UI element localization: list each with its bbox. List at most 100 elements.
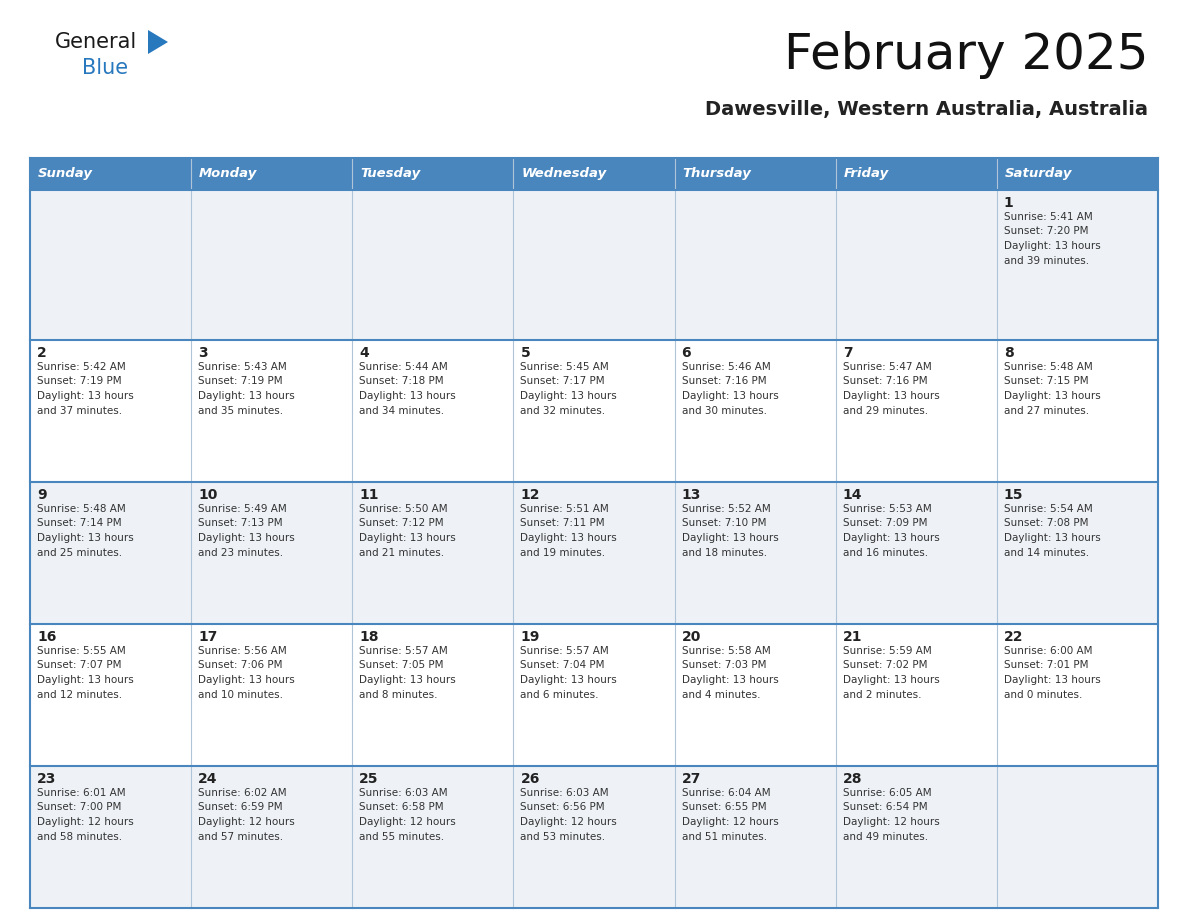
Text: 24: 24	[198, 772, 217, 786]
Text: Dawesville, Western Australia, Australia: Dawesville, Western Australia, Australia	[704, 100, 1148, 119]
Text: Saturday: Saturday	[1005, 167, 1073, 181]
Bar	[30, 190, 191, 340]
Text: Sunrise: 5:41 AM: Sunrise: 5:41 AM	[1004, 212, 1093, 222]
Text: and 58 minutes.: and 58 minutes.	[37, 832, 122, 842]
Text: 1: 1	[1004, 196, 1013, 210]
Bar	[675, 766, 835, 908]
Bar	[353, 766, 513, 908]
Bar	[675, 190, 835, 340]
Bar	[191, 158, 353, 190]
Text: and 4 minutes.: and 4 minutes.	[682, 689, 760, 700]
Bar	[191, 340, 353, 482]
Polygon shape	[148, 30, 168, 54]
Bar	[997, 766, 1158, 908]
Text: Daylight: 12 hours: Daylight: 12 hours	[37, 817, 134, 827]
Text: Daylight: 13 hours: Daylight: 13 hours	[1004, 391, 1100, 401]
Bar	[513, 482, 675, 624]
Text: and 14 minutes.: and 14 minutes.	[1004, 547, 1089, 557]
Text: 11: 11	[359, 488, 379, 502]
Text: Sunrise: 6:02 AM: Sunrise: 6:02 AM	[198, 788, 286, 798]
Text: and 57 minutes.: and 57 minutes.	[198, 832, 283, 842]
Text: Daylight: 13 hours: Daylight: 13 hours	[842, 675, 940, 685]
Text: and 35 minutes.: and 35 minutes.	[198, 406, 283, 416]
Text: Sunset: 7:12 PM: Sunset: 7:12 PM	[359, 519, 444, 529]
Bar	[675, 482, 835, 624]
Text: Sunrise: 5:50 AM: Sunrise: 5:50 AM	[359, 504, 448, 514]
Text: 25: 25	[359, 772, 379, 786]
Bar	[835, 158, 997, 190]
Bar	[675, 158, 835, 190]
Text: Sunset: 7:01 PM: Sunset: 7:01 PM	[1004, 660, 1088, 670]
Text: Sunrise: 5:47 AM: Sunrise: 5:47 AM	[842, 362, 931, 372]
Text: Sunset: 6:54 PM: Sunset: 6:54 PM	[842, 802, 928, 812]
Text: and 21 minutes.: and 21 minutes.	[359, 547, 444, 557]
Bar	[835, 624, 997, 766]
Bar	[675, 340, 835, 482]
Text: and 0 minutes.: and 0 minutes.	[1004, 689, 1082, 700]
Text: Sunrise: 5:57 AM: Sunrise: 5:57 AM	[359, 646, 448, 656]
Text: 17: 17	[198, 630, 217, 644]
Text: Sunset: 7:10 PM: Sunset: 7:10 PM	[682, 519, 766, 529]
Text: Daylight: 13 hours: Daylight: 13 hours	[682, 391, 778, 401]
Bar	[997, 158, 1158, 190]
Text: and 55 minutes.: and 55 minutes.	[359, 832, 444, 842]
Text: Sunrise: 6:04 AM: Sunrise: 6:04 AM	[682, 788, 770, 798]
Text: Sunset: 7:13 PM: Sunset: 7:13 PM	[198, 519, 283, 529]
Text: and 51 minutes.: and 51 minutes.	[682, 832, 766, 842]
Bar	[30, 340, 191, 482]
Text: Daylight: 13 hours: Daylight: 13 hours	[682, 675, 778, 685]
Text: 3: 3	[198, 346, 208, 360]
Text: 22: 22	[1004, 630, 1023, 644]
Text: Sunset: 6:55 PM: Sunset: 6:55 PM	[682, 802, 766, 812]
Text: Sunset: 7:03 PM: Sunset: 7:03 PM	[682, 660, 766, 670]
Bar	[997, 340, 1158, 482]
Text: Sunrise: 5:44 AM: Sunrise: 5:44 AM	[359, 362, 448, 372]
Bar	[30, 482, 191, 624]
Text: and 2 minutes.: and 2 minutes.	[842, 689, 921, 700]
Text: Sunset: 7:05 PM: Sunset: 7:05 PM	[359, 660, 444, 670]
Text: and 27 minutes.: and 27 minutes.	[1004, 406, 1089, 416]
Text: and 29 minutes.: and 29 minutes.	[842, 406, 928, 416]
Bar	[353, 624, 513, 766]
Text: Daylight: 12 hours: Daylight: 12 hours	[842, 817, 940, 827]
Text: Sunrise: 6:03 AM: Sunrise: 6:03 AM	[359, 788, 448, 798]
Bar	[30, 766, 191, 908]
Bar	[513, 624, 675, 766]
Text: Sunset: 7:06 PM: Sunset: 7:06 PM	[198, 660, 283, 670]
Text: Sunrise: 5:55 AM: Sunrise: 5:55 AM	[37, 646, 126, 656]
Text: Daylight: 13 hours: Daylight: 13 hours	[198, 675, 295, 685]
Text: Sunset: 7:16 PM: Sunset: 7:16 PM	[842, 376, 928, 386]
Text: Daylight: 13 hours: Daylight: 13 hours	[37, 533, 134, 543]
Text: Sunrise: 6:01 AM: Sunrise: 6:01 AM	[37, 788, 126, 798]
Text: 19: 19	[520, 630, 539, 644]
Bar	[353, 340, 513, 482]
Text: Sunset: 7:09 PM: Sunset: 7:09 PM	[842, 519, 927, 529]
Text: Daylight: 13 hours: Daylight: 13 hours	[359, 675, 456, 685]
Text: 20: 20	[682, 630, 701, 644]
Text: Sunday: Sunday	[38, 167, 93, 181]
Text: and 30 minutes.: and 30 minutes.	[682, 406, 766, 416]
Bar	[191, 482, 353, 624]
Bar	[513, 766, 675, 908]
Text: and 12 minutes.: and 12 minutes.	[37, 689, 122, 700]
Text: Daylight: 12 hours: Daylight: 12 hours	[520, 817, 618, 827]
Text: and 16 minutes.: and 16 minutes.	[842, 547, 928, 557]
Text: General: General	[55, 32, 138, 52]
Text: Sunset: 7:14 PM: Sunset: 7:14 PM	[37, 519, 121, 529]
Bar	[997, 624, 1158, 766]
Text: Sunrise: 5:51 AM: Sunrise: 5:51 AM	[520, 504, 609, 514]
Text: Sunset: 6:56 PM: Sunset: 6:56 PM	[520, 802, 605, 812]
Text: Sunset: 7:04 PM: Sunset: 7:04 PM	[520, 660, 605, 670]
Bar	[835, 190, 997, 340]
Text: Sunset: 7:00 PM: Sunset: 7:00 PM	[37, 802, 121, 812]
Text: Daylight: 13 hours: Daylight: 13 hours	[520, 533, 618, 543]
Text: Thursday: Thursday	[683, 167, 752, 181]
Text: 7: 7	[842, 346, 852, 360]
Text: Wednesday: Wednesday	[522, 167, 607, 181]
Text: 13: 13	[682, 488, 701, 502]
Text: Sunset: 7:18 PM: Sunset: 7:18 PM	[359, 376, 444, 386]
Text: Daylight: 13 hours: Daylight: 13 hours	[37, 391, 134, 401]
Text: Sunset: 7:19 PM: Sunset: 7:19 PM	[198, 376, 283, 386]
Text: 10: 10	[198, 488, 217, 502]
Text: Sunset: 7:11 PM: Sunset: 7:11 PM	[520, 519, 605, 529]
